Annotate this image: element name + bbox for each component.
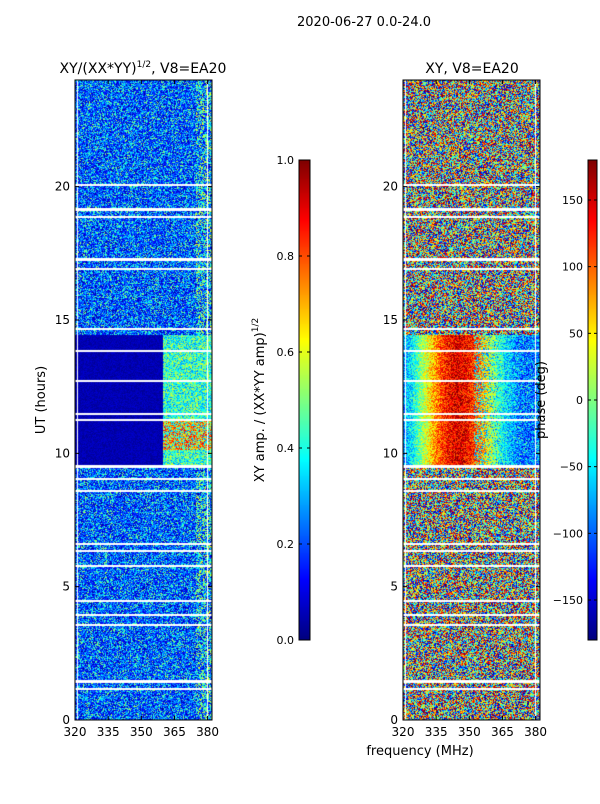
colorbar-tick-label: 0.4 [277,442,295,455]
y-tick-label: 10 [383,446,398,460]
left-colorbar: 0.0 0.2 0.4 0.6 0.8 1.0 XY amp. / (XX*YY amp)… [251,154,311,647]
colorbar-tick-label: 0 [576,394,583,407]
x-tick-label: 365 [163,725,186,739]
right-title: XY, V8=EA20 [425,61,519,77]
x-tick-label: 320 [64,725,87,739]
colorbar-tick-label: 0.0 [277,634,295,647]
y-tick-label: 10 [55,446,70,460]
y-tick-label: 15 [55,313,70,327]
left-x-axis: 320 335 350 365 380 [64,80,219,739]
colorbar-tick-label: −100 [553,527,583,540]
x-tick-label: 335 [425,725,448,739]
right-colorbar: 150 100 50 0 −50 −100 −150 phase (deg) [534,159,598,641]
x-tick-label: 365 [491,725,514,739]
left-title: XY/(XX*YY)1/2, V8=EA20 [60,60,227,77]
right-heatmap [403,80,540,720]
colorbar-tick-label: −50 [560,461,583,474]
right-colorbar-label: phase (deg) [534,361,549,439]
colorbar-tick-label: −150 [553,594,583,607]
y-tick-label: 20 [383,180,398,194]
x-tick-label: 380 [524,725,547,739]
left-colorbar-ticks: 0.0 0.2 0.4 0.6 0.8 1.0 [277,154,310,647]
left-colorbar-label: XY amp. / (XX*YY amp)1/2 [251,318,268,482]
right-colorbar-ticks: 150 100 50 0 −50 −100 −150 [553,194,597,607]
colorbar-tick-label: 150 [562,194,583,207]
y-tick-label: 5 [390,580,398,594]
left-heatmap [75,80,212,720]
right-x-axis: 320 335 350 365 380 [392,80,547,739]
x-tick-label: 380 [196,725,219,739]
left-ylabel: UT (hours) [34,366,49,434]
y-tick-label: 20 [55,180,70,194]
right-panel: XY, V8=EA20 320 335 350 365 380 0 5 10 15 20 [383,61,547,739]
colorbar-tick-label: 0.6 [277,346,295,359]
y-tick-label: 15 [383,313,398,327]
y-tick-label: 5 [62,580,70,594]
colorbar-tick-label: 0.8 [277,250,295,263]
x-tick-label: 320 [392,725,415,739]
x-tick-label: 350 [458,725,481,739]
left-colorbar-frame [298,159,311,641]
x-tick-label: 350 [130,725,153,739]
colorbar-tick-label: 0.2 [277,538,295,551]
left-axes-frame [74,79,213,721]
shared-xlabel: frequency (MHz) [366,744,473,759]
x-tick-label: 335 [97,725,120,739]
figure-title: 2020-06-27 0.0-24.0 [297,15,431,30]
y-tick-label: 0 [62,713,70,727]
right-axes-frame [402,79,541,721]
right-y-axis: 0 5 10 15 20 [383,180,540,727]
colorbar-tick-label: 100 [562,261,583,274]
colorbar-tick-label: 1.0 [277,154,295,167]
left-panel: XY/(XX*YY)1/2, V8=EA20 320 335 350 365 380 0… [34,60,226,739]
y-tick-label: 0 [390,713,398,727]
left-y-axis: 0 5 10 15 20 [55,180,212,727]
colorbar-tick-label: 50 [569,327,583,340]
